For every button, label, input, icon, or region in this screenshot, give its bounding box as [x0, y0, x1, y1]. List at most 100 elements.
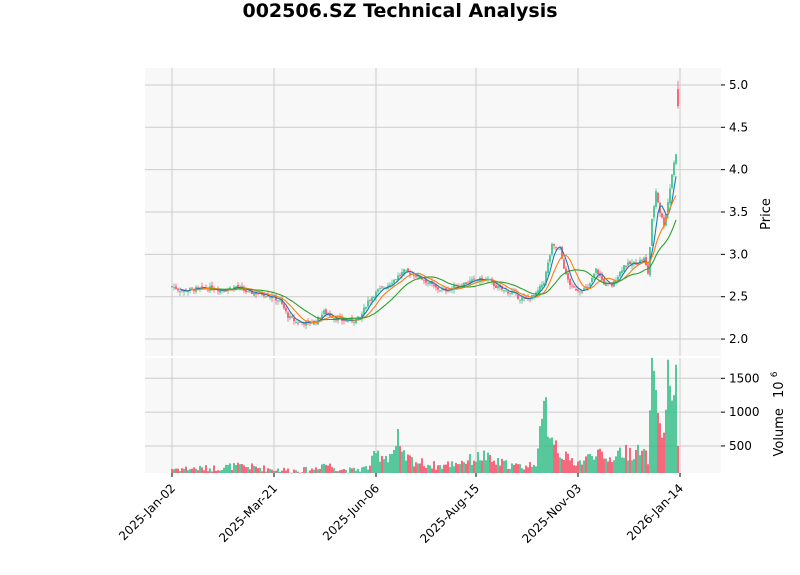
volume-bar — [187, 470, 189, 473]
candle-body — [291, 316, 293, 318]
candle-body — [219, 289, 221, 293]
volume-bar — [579, 460, 581, 473]
candle-body — [267, 295, 269, 297]
volume-bar — [627, 460, 629, 473]
candle — [397, 272, 399, 284]
candle-body — [545, 271, 547, 283]
volume-bar — [477, 452, 479, 473]
candle-body — [551, 244, 553, 255]
volume-bar — [623, 457, 625, 473]
volume-bar — [377, 450, 379, 473]
volume-bar — [645, 450, 647, 473]
volume-bar — [199, 465, 201, 473]
candle-body — [233, 286, 235, 290]
candle-body — [563, 259, 565, 269]
candle-body — [279, 299, 281, 301]
volume-bar — [649, 410, 651, 473]
candle-body — [191, 287, 193, 289]
candle — [353, 321, 355, 326]
volume-bar — [357, 468, 359, 473]
candle — [293, 313, 295, 325]
volume-bar — [327, 465, 329, 473]
candle-body — [287, 312, 289, 318]
candle-body — [201, 286, 203, 288]
volume-bar — [659, 423, 661, 473]
candle-body — [561, 247, 563, 259]
volume-bar — [621, 457, 623, 473]
volume-bar — [411, 457, 413, 473]
candle-body — [379, 288, 381, 289]
volume-bar — [553, 444, 555, 473]
volume-bar — [309, 470, 311, 473]
candle-body — [403, 269, 405, 274]
volume-bar — [539, 426, 541, 473]
volume-bar — [671, 400, 673, 473]
volume-bar — [271, 469, 273, 473]
volume-bar — [243, 465, 245, 473]
volume-bar — [283, 467, 285, 473]
x-tick-label: 2025-Aug-15 — [417, 481, 482, 546]
volume-bar — [667, 359, 669, 473]
candle-body — [433, 284, 435, 286]
volume-bar — [491, 461, 493, 473]
candle-body — [461, 285, 463, 287]
volume-bar — [551, 437, 553, 473]
candle-body — [439, 290, 441, 292]
volume-bar — [561, 458, 563, 473]
volume-bar — [425, 467, 427, 473]
volume-bar — [423, 466, 425, 473]
candle-body — [565, 268, 567, 275]
volume-bar — [211, 471, 213, 473]
candle — [657, 192, 659, 204]
candle-body — [371, 297, 373, 302]
candle-body — [577, 289, 579, 291]
volume-bar — [207, 471, 209, 473]
candle — [467, 280, 469, 285]
volume-bar — [229, 463, 231, 473]
price-axis-label: Price — [759, 198, 774, 230]
candle-body — [465, 282, 467, 285]
candle-body — [353, 321, 355, 323]
candle-body — [473, 278, 475, 280]
candle-body — [583, 288, 585, 291]
volume-bar — [323, 463, 325, 473]
volume-bar — [499, 465, 501, 473]
volume-bar — [653, 370, 655, 473]
volume-bar — [289, 472, 291, 474]
candle — [507, 290, 509, 296]
volume-bar — [427, 464, 429, 473]
volume-bar — [215, 470, 217, 473]
candle — [433, 280, 435, 289]
price-tick-label: 2.5 — [729, 290, 748, 304]
volume-bar — [455, 462, 457, 473]
volume-bar — [235, 465, 237, 473]
volume-bar — [631, 460, 633, 473]
volume-bars — [171, 358, 679, 474]
candle — [365, 305, 367, 311]
candle-body — [593, 273, 595, 277]
candle-body — [629, 261, 631, 265]
candle — [381, 286, 383, 290]
volume-bar — [371, 455, 373, 473]
volume-bar — [577, 461, 579, 473]
candle-body — [381, 286, 383, 288]
volume-bar — [267, 468, 269, 473]
candle-body — [529, 299, 531, 301]
candle-body — [277, 300, 279, 302]
volume-bar — [625, 444, 627, 473]
candle — [207, 286, 209, 293]
volume-bar — [465, 463, 467, 473]
volume-bar — [457, 464, 459, 473]
candle-body — [541, 284, 543, 288]
volume-bar — [237, 462, 239, 473]
volume-bar — [603, 458, 605, 473]
volume-bar — [523, 469, 525, 473]
candle — [655, 188, 657, 210]
volume-bar — [205, 465, 207, 473]
volume-bar — [275, 470, 277, 473]
candle-body — [363, 307, 365, 315]
candle-body — [247, 290, 249, 292]
candle-body — [297, 322, 299, 324]
candle — [567, 270, 569, 283]
